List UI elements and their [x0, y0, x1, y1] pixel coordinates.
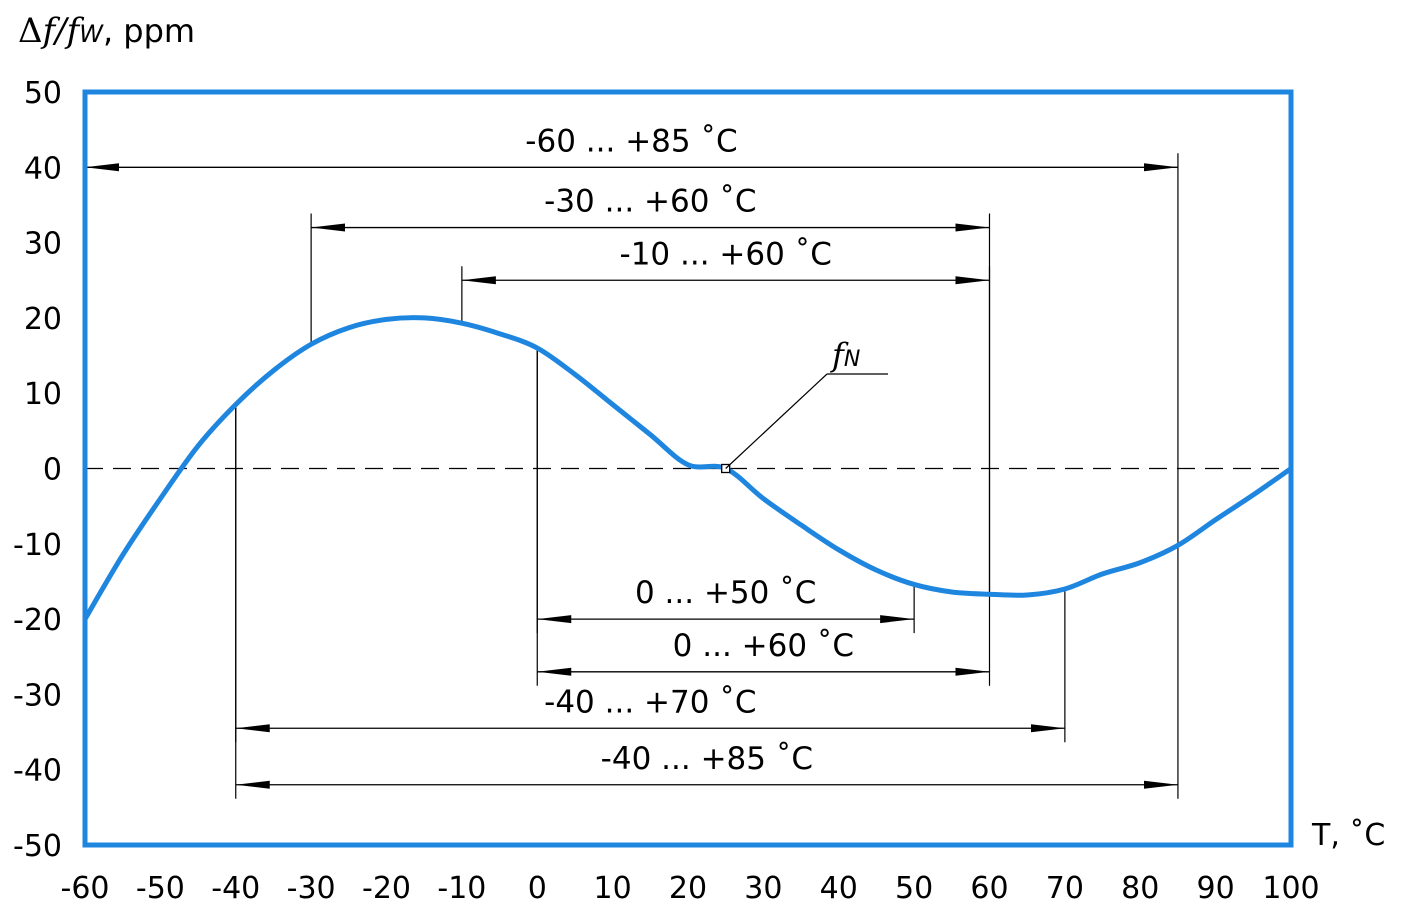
- y-tick-7: -20: [13, 603, 62, 638]
- x-tick-13: 70: [1046, 871, 1084, 904]
- fn-label: fN: [830, 336, 860, 374]
- range-label-0: -60 ... +85 ˚C: [525, 123, 737, 159]
- plot-frame: [82, 89, 1294, 848]
- y-tick-1: 40: [24, 151, 62, 186]
- frame-rect: [82, 89, 1294, 848]
- x-tick-15: 90: [1197, 871, 1235, 904]
- x-tick-9: 30: [744, 871, 782, 904]
- y-axis-label-unit: , ppm: [103, 12, 195, 50]
- range-label-4: 0 ... +60 ˚C: [673, 628, 854, 664]
- fn-annotation: fN: [721, 336, 888, 474]
- y-tick-0: 50: [24, 76, 62, 111]
- x-tick-5: -10: [437, 871, 486, 904]
- x-tick-16: 100: [1262, 871, 1319, 904]
- extension-lines: [235, 153, 1179, 799]
- y-tick-8: -30: [13, 678, 62, 713]
- range-label-5: -40 ... +70 ˚C: [544, 684, 756, 720]
- range-label-3: 0 ... +50 ˚C: [635, 575, 816, 611]
- range-label-1: -30 ... +60 ˚C: [544, 184, 756, 220]
- y-tick-9: -40: [13, 754, 62, 789]
- fn-label-sub: N: [844, 347, 860, 372]
- x-tick-10: 40: [820, 871, 858, 904]
- y-tick-3: 20: [24, 302, 62, 337]
- frequency-curve: [82, 315, 1293, 621]
- x-tick-11: 50: [895, 871, 933, 904]
- y-tick-labels: 50 40 30 20 10 0 -10 -20 -30 -40 -50: [13, 76, 62, 864]
- x-tick-4: -20: [362, 871, 411, 904]
- x-tick-6: 0: [528, 871, 547, 904]
- x-tick-0: -60: [61, 871, 110, 904]
- x-tick-2: -40: [211, 871, 260, 904]
- y-axis-label-delta: Δ: [18, 11, 43, 51]
- x-tick-12: 60: [970, 871, 1008, 904]
- y-tick-2: 30: [24, 227, 62, 262]
- y-axis-label: Δf/fW, ppm: [18, 11, 195, 51]
- y-axis-label-slash: /: [52, 11, 70, 51]
- range-label-6: -40 ... +85 ˚C: [601, 741, 813, 777]
- fn-leader-line: [725, 373, 828, 469]
- y-tick-6: -10: [13, 528, 62, 563]
- y-tick-4: 10: [24, 377, 62, 412]
- x-tick-3: -30: [287, 871, 336, 904]
- x-tick-1: -50: [136, 871, 185, 904]
- x-tick-labels: -60 -50 -40 -30 -20 -10 0 10 20 30 40 50 60 70 80 90 100: [61, 871, 1320, 904]
- x-axis-label: T, ˚C: [1311, 818, 1385, 853]
- range-label-2: -10 ... +60 ˚C: [620, 236, 832, 272]
- x-tick-8: 20: [669, 871, 707, 904]
- y-axis-label-sub: W: [79, 20, 104, 48]
- x-tick-14: 80: [1121, 871, 1159, 904]
- range-dimension-lines: -60 ... +85 ˚C -30 ... +60 ˚C -10 ... +60 …: [85, 123, 1178, 789]
- y-tick-10: -50: [13, 829, 62, 864]
- x-tick-7: 10: [594, 871, 632, 904]
- y-tick-5: 0: [43, 453, 62, 488]
